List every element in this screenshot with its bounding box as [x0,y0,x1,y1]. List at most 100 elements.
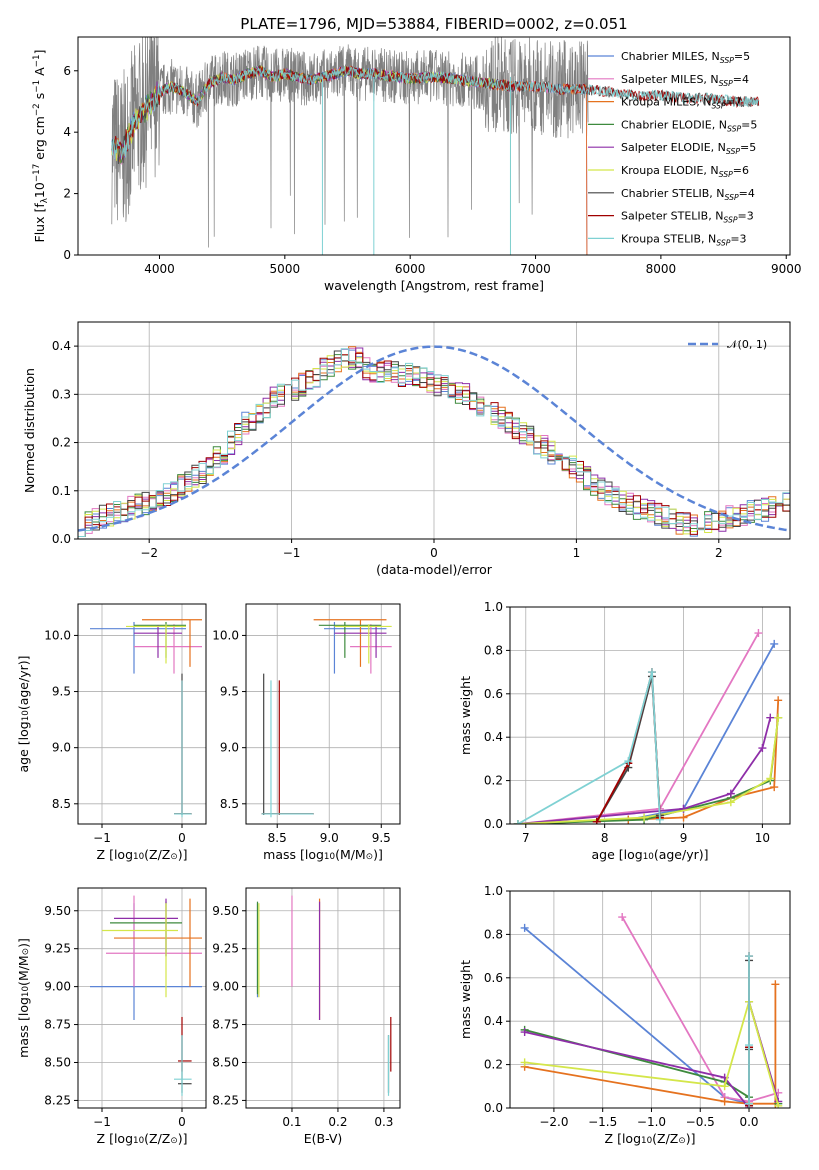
weight-line [517,700,780,824]
legend-entry: Salpeter MILES, NSSP=4 [621,73,749,88]
age-vs-mass-panel: 8.5 9.0 9.5 8.5 9.0 9.5 10.0 mass [log10(M/M⊙)] [212,603,401,862]
weight-marker [766,713,775,722]
weight-marker [640,813,649,822]
x-tick-label: −1 [93,831,111,845]
y-tick-label: 9.25 [44,942,71,956]
spectrum-panel: 4000 5000 6000 7000 8000 9000 0 2 4 6 wavelength [… [32,36,802,293]
y-tick-label: 9.50 [212,904,239,918]
y-tick-label: 8.50 [212,1055,239,1069]
y-tick-label: 8.5 [220,797,239,811]
x-tick-label: 0 [430,546,438,560]
weight-marker [745,952,754,961]
x-tick-label: −1 [93,1115,111,1129]
weight-marker [774,713,783,722]
x-tick-label: 0.3 [374,1115,393,1129]
y-axis-label: mass weight [458,960,473,1039]
y-tick-label: 1.0 [484,600,503,614]
weight-vs-age-plot-area [513,629,783,824]
y-tick-label: 8.25 [212,1093,239,1107]
y-axis-label: Flux [fλ10−17 erg cm−2 s−1 A−1] [32,50,50,243]
x-tick-label: −1.0 [637,1115,666,1129]
weight-marker [592,817,601,824]
age-vs-Z-plot-area [90,619,202,818]
x-tick-label: 6000 [395,262,426,276]
x-tick-label: −0.5 [686,1115,715,1129]
y-tick-label: 8.75 [212,1018,239,1032]
y-tick-label: 8.50 [44,1055,71,1069]
weight-marker [679,813,688,822]
weight-vs-Z-plot-area [520,913,783,1108]
weight-marker [774,696,783,705]
y-tick-label: 0.4 [484,1014,503,1028]
y-tick-label: 10.0 [212,628,239,642]
x-axis-label: (data-model)/error [376,562,493,577]
y-tick-label: 9.0 [220,741,239,755]
mass-vs-Z-panel: −1 0 8.25 8.50 8.75 9.00 9.25 9.50 Z [log10(Z/Z⊙… [16,887,207,1146]
weight-marker [726,789,735,798]
x-tick-label: −2.0 [539,1115,568,1129]
y-tick-label: 0.0 [484,1101,503,1115]
y-tick-label: 0.3 [52,387,71,401]
y-tick-label: 0.2 [484,774,503,788]
legend-entry: Chabrier STELIB, NSSP=4 [621,187,755,202]
axes-frame [509,890,791,1109]
weight-marker [720,1082,729,1091]
y-tick-label: 0.0 [52,532,71,546]
y-tick-label: 9.00 [212,980,239,994]
x-tick-label: 0 [178,831,186,845]
mass-vs-EBV-panel: 0.1 0.2 0.3 8.25 8.50 8.75 9.00 9.25 9.50 E(B-V) [212,887,401,1146]
y-tick-label: 8.75 [44,1018,71,1032]
axes-frame [77,36,791,256]
y-tick-label: 0.6 [484,971,503,985]
weight-line [596,671,661,823]
y-tick-label: 9.5 [52,685,71,699]
x-tick-label: 7000 [520,262,551,276]
y-tick-label: 0.2 [484,1058,503,1072]
y-axis-label: age [log10(age/yr)] [16,655,31,772]
weight-line [517,717,780,824]
y-tick-label: 1.0 [484,884,503,898]
weight-marker [758,744,767,753]
x-tick-label: 8.5 [268,831,287,845]
x-axis-label: E(B-V) [304,1131,343,1146]
residuals-panel: −2 −1 0 1 2 0.0 0.1 0.2 0.3 0.4 (data-model)/error… [22,321,791,577]
x-tick-label: 8000 [646,262,677,276]
weight-marker [520,923,529,932]
weight-marker [745,1041,754,1050]
x-tick-label: 4000 [144,262,175,276]
y-axis-label: mass weight [458,676,473,755]
spectrum-model-kroupa-stelib [111,66,759,160]
legend-entry: 𝒩(0, 1) [727,338,767,351]
y-tick-label: 9.00 [44,980,71,994]
age-vs-mass-plot-area [261,619,392,818]
weight-marker [618,913,627,922]
weight-marker [745,1099,754,1108]
weight-marker [766,774,775,783]
axes-frame [77,887,207,1109]
weight-marker [624,757,633,766]
x-tick-label: 0 [178,1115,186,1129]
y-tick-label: 9.5 [220,685,239,699]
x-tick-label: 1 [573,546,581,560]
y-tick-label: 2 [63,187,71,201]
y-tick-label: 9.25 [212,942,239,956]
x-axis-label: wavelength [Angstrom, rest frame] [324,278,544,293]
weight-marker [513,820,522,824]
y-tick-label: 0.8 [484,643,503,657]
x-tick-label: −1.5 [588,1115,617,1129]
x-tick-label: 0.1 [282,1115,301,1129]
spectrum-plot-area [111,37,760,255]
axes-frame [245,887,401,1109]
mass-vs-Z-plot-area [90,895,202,1096]
weight-marker [774,1101,783,1108]
y-tick-label: 0.4 [52,339,71,353]
y-tick-label: 0.4 [484,730,503,744]
weight-marker [655,815,664,824]
y-tick-label: 0.8 [484,927,503,941]
weight-vs-Z-panel: −2.0 −1.5 −1.0 −0.5 0.0 0.0 0.2 0.4 0.6 0.8 1.0 Z [… [458,884,791,1146]
histogram-kroupa-stelib [78,348,790,537]
y-tick-label: 10.0 [44,628,71,642]
y-tick-label: 0 [63,248,71,262]
legend-entry: Salpeter STELIB, NSSP=3 [621,210,754,225]
y-tick-label: 0.6 [484,687,503,701]
